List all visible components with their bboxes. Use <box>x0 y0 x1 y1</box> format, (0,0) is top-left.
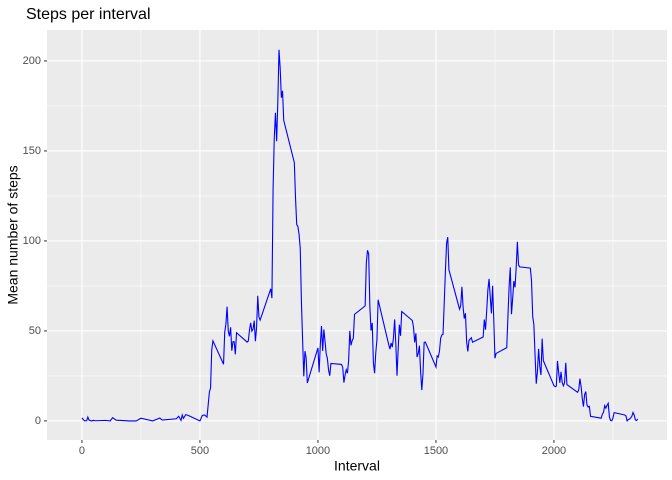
x-tick-label: 0 <box>79 445 85 457</box>
y-axis-label: Mean number of steps <box>5 165 21 304</box>
x-tick-label: 1000 <box>306 445 330 457</box>
y-tick-label: 100 <box>23 235 41 247</box>
line <box>81 49 639 423</box>
y-tick-label: 200 <box>23 55 41 67</box>
x-tick-label: 1500 <box>424 445 448 457</box>
x-tick-label: 2000 <box>542 445 566 457</box>
y-tick-label: 0 <box>35 415 41 427</box>
y-tick-label: 50 <box>29 325 41 337</box>
x-tick-label: 500 <box>191 445 209 457</box>
panel <box>47 30 667 440</box>
x-axis-label: Interval <box>334 458 380 474</box>
chart-title: Steps per interval <box>26 6 151 23</box>
y-tick-label: 150 <box>23 145 41 157</box>
